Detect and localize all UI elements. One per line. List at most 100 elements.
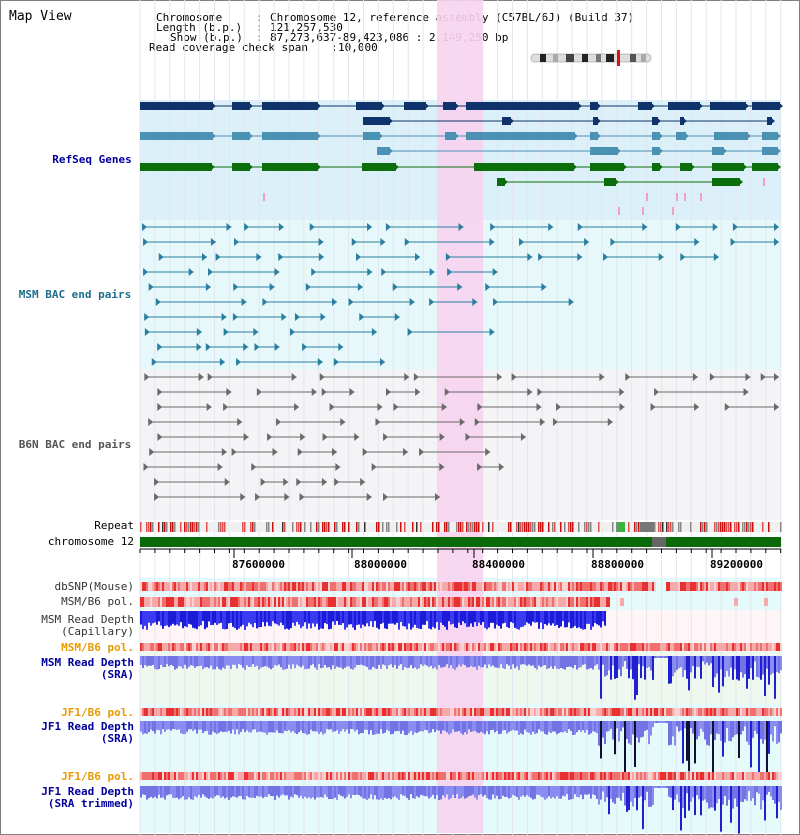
msm-sra-depth[interactable]: [530, 656, 532, 666]
msm-capillary-depth[interactable]: [146, 611, 148, 630]
repeat-element[interactable]: [446, 522, 448, 532]
msm-capillary-depth[interactable]: [586, 611, 588, 624]
dbsnp-density[interactable]: [238, 582, 240, 591]
msm-capillary-depth[interactable]: [254, 611, 256, 624]
jf1-trimmed-depth[interactable]: [542, 786, 544, 798]
jf1-trimmed-pol[interactable]: [514, 772, 516, 780]
msm-b6-pol-density[interactable]: [196, 597, 198, 607]
jf1-trimmed-pol[interactable]: [310, 772, 312, 780]
jf1-sra-pol[interactable]: [372, 708, 374, 716]
repeat-element[interactable]: [184, 522, 186, 532]
msm-b6-pol-density[interactable]: [422, 597, 424, 607]
msm-sra-pol[interactable]: [292, 643, 294, 651]
jf1-trimmed-pol[interactable]: [422, 772, 424, 780]
jf1-trimmed-pol[interactable]: [506, 772, 508, 780]
gene-strand-arrow[interactable]: [577, 102, 582, 110]
jf1-trimmed-pol[interactable]: [404, 772, 406, 780]
msm-bac-pair-end[interactable]: [254, 343, 260, 351]
msm-sra-pol[interactable]: [204, 643, 206, 651]
msm-b6-pol-density[interactable]: [442, 597, 444, 607]
msm-sra-depth[interactable]: [306, 656, 308, 670]
b6n-bac-pair-end[interactable]: [386, 388, 392, 396]
msm-capillary-depth[interactable]: [428, 611, 430, 629]
jf1-sra-pol[interactable]: [558, 708, 560, 716]
dbsnp-density[interactable]: [196, 582, 198, 591]
jf1-trimmed-pol[interactable]: [650, 772, 652, 780]
jf1-trimmed-pol[interactable]: [464, 772, 466, 780]
repeat-element[interactable]: [268, 522, 270, 532]
msm-bac-pair-end[interactable]: [730, 238, 736, 246]
dbsnp-density[interactable]: [344, 582, 346, 591]
dbsnp-density[interactable]: [146, 582, 148, 591]
jf1-sra-pol[interactable]: [690, 708, 692, 716]
jf1-sra-depth[interactable]: [466, 721, 468, 735]
msm-b6-pol-density[interactable]: [146, 597, 148, 607]
dbsnp-density[interactable]: [672, 582, 674, 591]
msm-sra-pol[interactable]: [318, 643, 320, 651]
msm-sra-pol[interactable]: [286, 643, 288, 651]
jf1-sra-depth[interactable]: [716, 721, 718, 734]
jf1-sra-pol[interactable]: [330, 708, 332, 716]
dbsnp-density[interactable]: [772, 582, 774, 591]
jf1-trimmed-pol[interactable]: [364, 772, 366, 780]
jf1-trimmed-depth[interactable]: [254, 786, 256, 799]
repeat-element[interactable]: [590, 522, 592, 532]
jf1-sra-pol[interactable]: [574, 708, 576, 716]
jf1-trimmed-depth[interactable]: [592, 786, 594, 795]
msm-sra-depth[interactable]: [316, 656, 318, 670]
msm-b6-pol-density[interactable]: [620, 598, 624, 606]
dbsnp-density[interactable]: [588, 582, 590, 591]
msm-capillary-depth[interactable]: [210, 611, 212, 625]
jf1-trimmed-pol[interactable]: [628, 772, 630, 780]
msm-sra-pol[interactable]: [282, 643, 284, 651]
jf1-sra-depth[interactable]: [584, 721, 586, 733]
jf1-sra-pol[interactable]: [346, 708, 348, 716]
jf1-trimmed-pol[interactable]: [420, 772, 422, 780]
jf1-trimmed-depth[interactable]: [498, 786, 500, 800]
jf1-trimmed-depth[interactable]: [310, 786, 312, 799]
jf1-sra-pol[interactable]: [388, 708, 390, 716]
msm-capillary-depth[interactable]: [578, 611, 580, 628]
jf1-trimmed-pol[interactable]: [194, 772, 196, 780]
msm-sra-depth[interactable]: [556, 656, 558, 669]
dbsnp-density[interactable]: [188, 582, 190, 591]
msm-sra-depth[interactable]: [192, 656, 194, 666]
msm-b6-pol-density[interactable]: [284, 597, 286, 607]
dbsnp-density[interactable]: [290, 582, 292, 591]
jf1-trimmed-pol[interactable]: [262, 772, 264, 780]
repeat-element[interactable]: [180, 522, 182, 532]
jf1-sra-depth[interactable]: [360, 721, 362, 734]
gene-exon[interactable]: [443, 102, 456, 110]
jf1-sra-depth[interactable]: [708, 721, 710, 746]
dbsnp-density[interactable]: [204, 582, 206, 591]
msm-sra-pol[interactable]: [564, 643, 566, 651]
jf1-sra-pol[interactable]: [562, 708, 564, 716]
jf1-trimmed-pol[interactable]: [708, 772, 710, 780]
jf1-trimmed-depth[interactable]: [564, 786, 566, 797]
dbsnp-density[interactable]: [352, 582, 354, 591]
jf1-sra-depth[interactable]: [720, 721, 722, 741]
jf1-trimmed-pol[interactable]: [474, 772, 476, 780]
msm-b6-pol-density[interactable]: [180, 597, 182, 607]
jf1-sra-depth[interactable]: [354, 721, 356, 732]
msm-sra-depth[interactable]: [642, 656, 644, 667]
msm-bac-pair-end[interactable]: [429, 298, 435, 306]
repeat-element[interactable]: [378, 522, 380, 532]
msm-sra-depth[interactable]: [160, 656, 162, 665]
jf1-sra-depth[interactable]: [692, 721, 694, 734]
track-label-msm-bac[interactable]: MSM BAC end pairs: [18, 288, 132, 301]
jf1-trimmed-pol[interactable]: [170, 772, 172, 780]
msm-sra-depth[interactable]: [706, 656, 708, 663]
msm-sra-depth[interactable]: [372, 656, 374, 667]
repeat-element[interactable]: [468, 522, 470, 532]
msm-sra-depth[interactable]: [704, 656, 706, 665]
jf1-trimmed-depth[interactable]: [446, 786, 448, 795]
msm-capillary-depth[interactable]: [512, 611, 514, 624]
chromosome-ideogram[interactable]: [530, 50, 652, 66]
jf1-trimmed-depth[interactable]: [468, 786, 470, 797]
jf1-trimmed-depth[interactable]: [236, 786, 238, 798]
repeat-element[interactable]: [534, 522, 536, 532]
jf1-trimmed-pol[interactable]: [574, 772, 576, 780]
msm-sra-pol[interactable]: [280, 643, 282, 651]
jf1-trimmed-depth[interactable]: [392, 786, 394, 798]
